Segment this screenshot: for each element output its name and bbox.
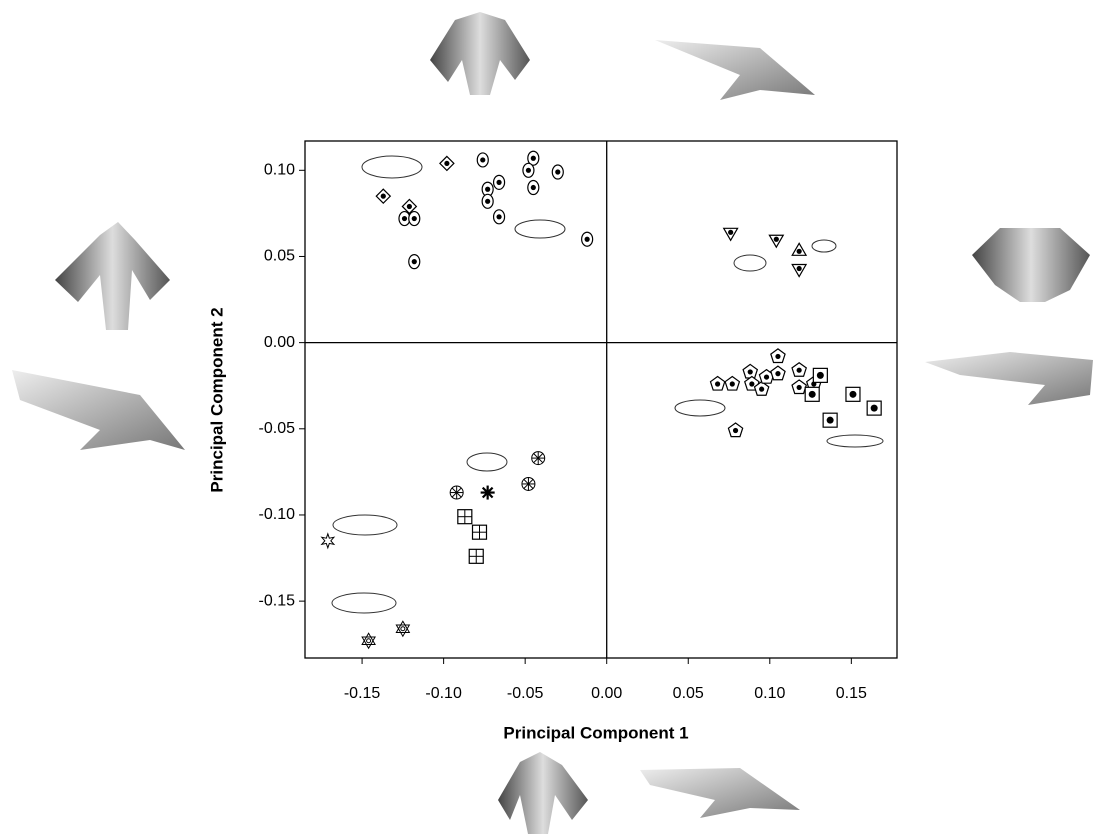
point [813,368,827,382]
point [473,525,487,539]
point [450,486,463,499]
point [409,255,420,269]
marker-dot [531,156,536,161]
marker-dot [871,405,878,412]
marker-dot [733,428,738,433]
marker-dot [775,371,780,376]
x-tick-label: 0.00 [591,685,622,702]
point [477,153,488,167]
marker-dot [749,381,754,386]
point [792,265,806,277]
point [771,349,785,363]
marker-dot [381,194,386,199]
point [743,364,757,378]
marker-dot [728,230,733,235]
point [552,165,563,179]
marker-dot [849,391,856,398]
marker-dot [480,157,485,162]
point [523,163,534,177]
point [494,210,505,224]
point [792,380,806,394]
marker-dot [809,391,816,398]
x-tick-label: -0.10 [425,685,462,702]
marker-dot [444,161,449,166]
marker-dot [531,185,536,190]
marker-dot [797,385,802,390]
marker-dot [748,369,753,374]
marker-dot [402,216,407,221]
point [440,156,454,170]
marker-dot [526,168,531,173]
marker-dot [715,381,720,386]
point [458,510,472,524]
marker-dot [730,381,735,386]
point [582,232,593,246]
marker-dot [496,214,501,219]
point [396,621,409,636]
y-tick-label: -0.10 [259,506,296,523]
point [846,387,860,401]
marker-dot [797,249,802,254]
marker-dot [827,417,834,424]
marker-dot [759,387,764,392]
point [792,243,806,255]
point [728,423,742,437]
marker-dot [407,204,412,209]
y-tick-label: 0.05 [264,248,295,265]
point [823,413,837,427]
x-tick-label: 0.15 [836,685,867,702]
point [528,181,539,195]
x-tick-label: -0.05 [507,685,544,702]
point [376,189,390,203]
y-tick-label: 0.00 [264,334,295,351]
marker-shape [322,534,334,548]
x-tick-label: 0.05 [673,685,704,702]
point [532,452,545,465]
x-axis-title: Principal Component 1 [503,723,688,742]
marker-dot [775,354,780,359]
decorations [12,12,1093,834]
marker-dot [764,374,769,379]
point [805,387,819,401]
marker-dot [485,199,490,204]
point [769,235,783,247]
marker-dot [817,372,824,379]
point [409,212,420,226]
marker-dot [412,259,417,264]
point [522,477,535,490]
point [724,228,738,240]
marker-dot [797,266,802,271]
marker-dot [401,627,405,631]
y-tick-label: -0.05 [259,420,296,437]
marker-dot [585,237,590,242]
marker-dot [496,180,501,185]
x-tick-label: -0.15 [344,685,381,702]
point [725,376,739,390]
marker-dot [485,187,490,192]
chart: Principal Component 1 Principal Componen… [0,0,1095,834]
point [771,366,785,380]
point [469,549,483,563]
marker-dot [412,216,417,221]
point [710,376,724,390]
marker-dot [555,169,560,174]
y-tick-label: -0.15 [259,592,296,609]
marker-dot [367,639,371,643]
point [362,633,375,648]
point [792,363,806,377]
point [482,194,493,208]
y-tick-label: 0.10 [264,162,295,179]
point [494,175,505,189]
point [867,401,881,415]
x-tick-label: 0.10 [754,685,785,702]
marker-dot [774,237,779,242]
point [322,534,334,548]
point [481,486,495,500]
y-axis-title: Principal Component 2 [207,307,226,492]
marker-dot [797,368,802,373]
